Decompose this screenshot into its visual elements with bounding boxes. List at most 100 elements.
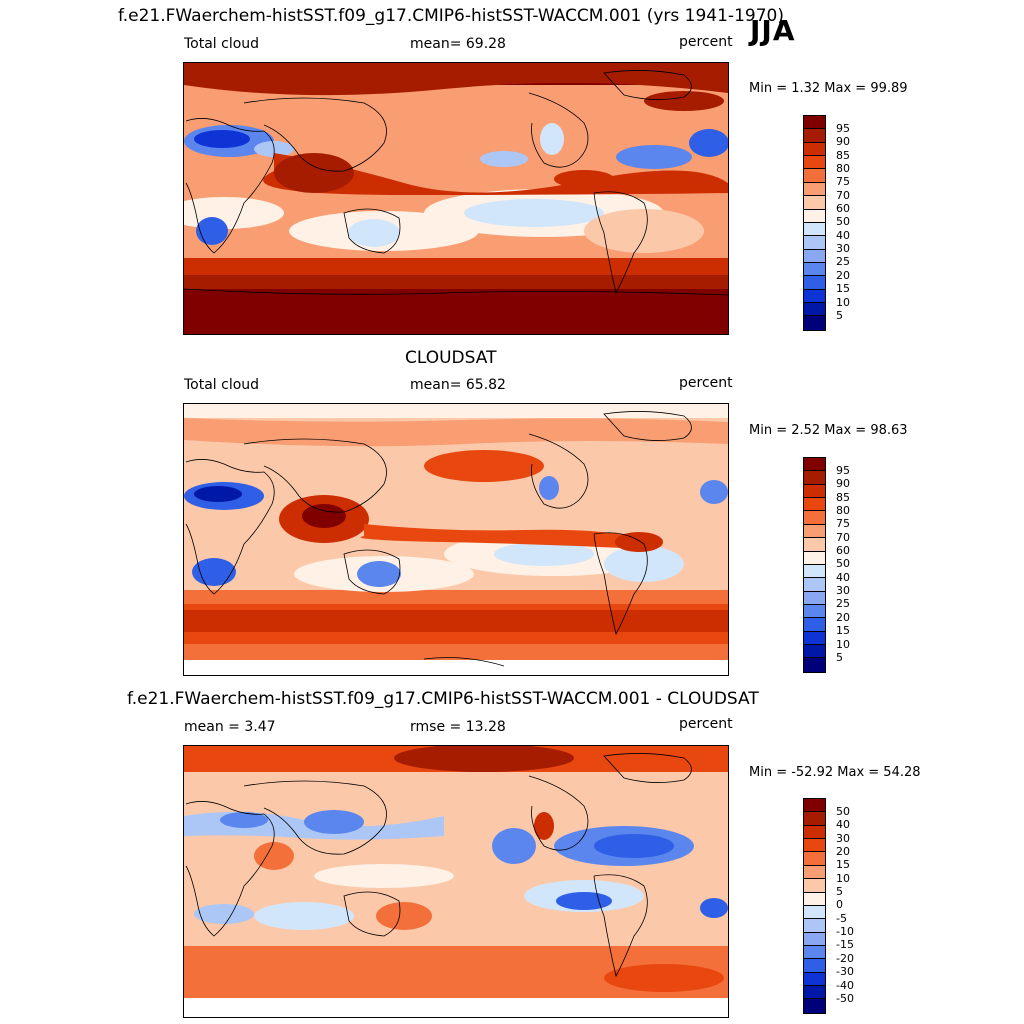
panel-3-rmse-label: rmse = 13.28 xyxy=(410,719,506,735)
panel-1-colorbar-labels: 95 90 85 80 75 70 60 50 40 30 25 20 15 10 5 xyxy=(836,115,876,329)
panel-2-colorbar-swatches xyxy=(803,457,826,673)
colorbar-swatch xyxy=(804,511,825,525)
colorbar-swatch xyxy=(804,276,825,290)
colorbar-swatch xyxy=(804,905,825,920)
colorbar-swatch xyxy=(804,262,825,277)
panel-1-title: f.e21.FWaerchem-histSST.f09_g17.CMIP6-hi… xyxy=(118,6,784,26)
colorbar-swatch xyxy=(804,839,825,853)
colorbar-tick-label: 85 xyxy=(836,148,850,162)
panel-1-map xyxy=(183,62,729,335)
colorbar-tick-label: 70 xyxy=(836,188,850,202)
colorbar-tick-label: 80 xyxy=(836,503,850,517)
colorbar-swatch xyxy=(804,142,825,157)
colorbar-tick-label: 5 xyxy=(836,308,843,322)
colorbar-tick-label: 25 xyxy=(836,597,850,611)
panel-3-colorbar-labels: 50 40 30 20 15 10 5 0 -5 -10 -15 -20 -30 -40 -50 xyxy=(836,798,876,1012)
panel-3-mean-label: mean = 3.47 xyxy=(184,719,276,735)
colorbar-tick-label: 30 xyxy=(836,584,850,598)
colorbar-tick-label: 30 xyxy=(836,831,850,845)
colorbar-swatch xyxy=(804,116,825,130)
colorbar-tick-label: 80 xyxy=(836,161,850,175)
colorbar-tick-label: 85 xyxy=(836,490,850,504)
panel-3-map xyxy=(183,745,729,1018)
panel-3-title: f.e21.FWaerchem-histSST.f09_g17.CMIP6-hi… xyxy=(127,689,759,709)
colorbar-swatch xyxy=(804,498,825,512)
colorbar-swatch xyxy=(804,222,825,237)
colorbar-tick-label: 90 xyxy=(836,477,850,491)
colorbar-tick-label: 40 xyxy=(836,228,850,242)
colorbar-swatch xyxy=(804,236,825,250)
colorbar-tick-label: -20 xyxy=(836,951,854,965)
panel-3-colorbar-swatches xyxy=(803,798,826,1014)
panel-1-colorbar xyxy=(803,115,826,331)
panel-2-mean-label: mean= 65.82 xyxy=(410,377,506,393)
colorbar-swatch xyxy=(804,618,825,632)
colorbar-tick-label: 15 xyxy=(836,858,850,872)
colorbar-tick-label: 50 xyxy=(836,557,850,571)
colorbar-swatch xyxy=(804,156,825,170)
colorbar-tick-label: 20 xyxy=(836,268,850,282)
colorbar-tick-label: 60 xyxy=(836,544,850,558)
colorbar-tick-label: 15 xyxy=(836,624,850,638)
colorbar-swatch xyxy=(804,919,825,933)
colorbar-swatch xyxy=(804,645,825,659)
colorbar-swatch xyxy=(804,999,825,1013)
panel-1-variable-label: Total cloud xyxy=(184,36,260,52)
season-label: JJA xyxy=(750,14,796,47)
colorbar-swatch xyxy=(804,812,825,826)
colorbar-tick-label: 0 xyxy=(836,898,843,912)
colorbar-swatch xyxy=(804,303,825,317)
panel-1-colorbar-swatches xyxy=(803,115,826,331)
colorbar-swatch xyxy=(804,578,825,592)
colorbar-swatch xyxy=(804,604,825,619)
panel-2-title: CLOUDSAT xyxy=(405,348,497,368)
colorbar-tick-label: 95 xyxy=(836,463,850,477)
colorbar-tick-label: 10 xyxy=(836,871,850,885)
colorbar-tick-label: 50 xyxy=(836,215,850,229)
colorbar-tick-label: 50 xyxy=(836,804,850,818)
colorbar-swatch xyxy=(804,209,825,223)
colorbar-swatch xyxy=(804,471,825,485)
colorbar-tick-label: -15 xyxy=(836,938,854,952)
panel-3-colorbar xyxy=(803,798,826,1014)
colorbar-tick-label: 40 xyxy=(836,818,850,832)
colorbar-swatch xyxy=(804,959,825,973)
colorbar-swatch xyxy=(804,852,825,866)
colorbar-swatch xyxy=(804,892,825,906)
colorbar-swatch xyxy=(804,986,825,1000)
colorbar-tick-label: -40 xyxy=(836,978,854,992)
colorbar-tick-label: 60 xyxy=(836,202,850,216)
colorbar-swatch xyxy=(804,825,825,840)
panel-2-minmax: Min = 2.52 Max = 98.63 xyxy=(749,423,908,438)
colorbar-tick-label: 20 xyxy=(836,844,850,858)
panel-1-mean-label: mean= 69.28 xyxy=(410,36,506,52)
colorbar-swatch xyxy=(804,289,825,304)
colorbar-swatch xyxy=(804,591,825,605)
colorbar-swatch xyxy=(804,484,825,499)
colorbar-swatch xyxy=(804,182,825,197)
colorbar-tick-label: 95 xyxy=(836,121,850,135)
colorbar-tick-label: -30 xyxy=(836,965,854,979)
colorbar-swatch xyxy=(804,249,825,263)
colorbar-tick-label: 10 xyxy=(836,637,850,651)
colorbar-swatch xyxy=(804,879,825,893)
colorbar-swatch xyxy=(804,538,825,552)
panel-1-units-label: percent xyxy=(679,34,733,50)
colorbar-swatch xyxy=(804,524,825,539)
panel-3-units-label: percent xyxy=(679,716,733,732)
panel-2-colorbar-labels: 95 90 85 80 75 70 60 50 40 30 25 20 15 10 5 xyxy=(836,457,876,671)
colorbar-swatch xyxy=(804,316,825,330)
colorbar-swatch xyxy=(804,196,825,210)
colorbar-swatch xyxy=(804,799,825,813)
colorbar-swatch xyxy=(804,551,825,565)
colorbar-swatch xyxy=(804,631,825,646)
colorbar-swatch xyxy=(804,972,825,987)
panel-2-units-label: percent xyxy=(679,375,733,391)
colorbar-tick-label: 30 xyxy=(836,242,850,256)
colorbar-swatch xyxy=(804,932,825,946)
colorbar-tick-label: 75 xyxy=(836,175,850,189)
colorbar-swatch xyxy=(804,865,825,880)
panel-1-minmax: Min = 1.32 Max = 99.89 xyxy=(749,81,908,96)
panel-3-minmax: Min = -52.92 Max = 54.28 xyxy=(749,765,921,780)
panel-2-colorbar xyxy=(803,457,826,673)
